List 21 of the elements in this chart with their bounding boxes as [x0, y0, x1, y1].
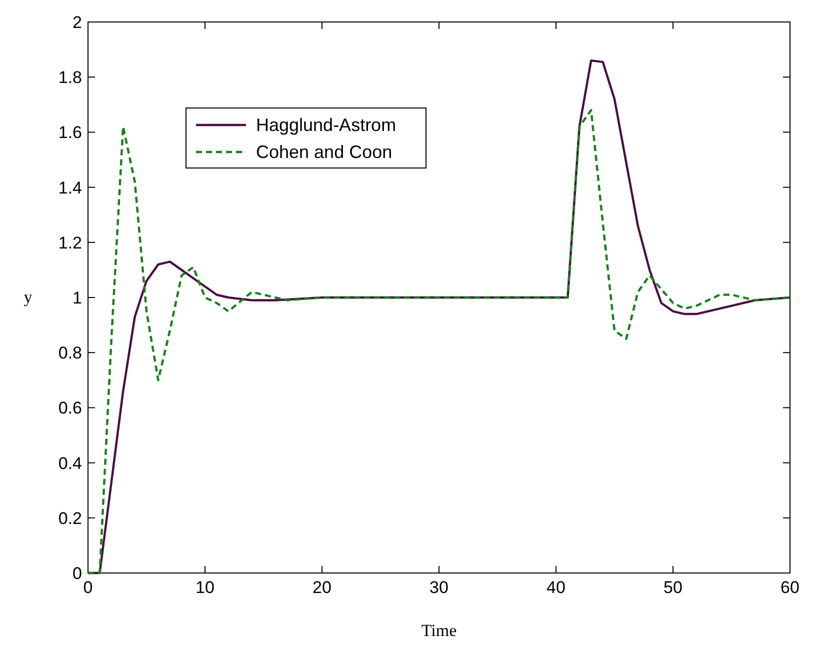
x-tick-label: 40 [546, 578, 566, 597]
x-tick-label: 30 [430, 578, 448, 597]
x-tick-label: 20 [312, 578, 332, 597]
y-tick-label: 1 [72, 288, 82, 308]
x-tick-label: 60 [780, 578, 800, 597]
legend-label: Hagglund-Astrom [256, 115, 396, 135]
y-tick-label: 0 [72, 564, 82, 583]
y-tick-label: 1.8 [58, 68, 82, 88]
y-tick-label: 1.4 [58, 178, 82, 198]
y-tick-label: 1.2 [58, 233, 82, 252]
y-tick-label: 2 [72, 13, 82, 32]
y-tick-label: 0.4 [58, 454, 82, 473]
x-tick-label: 10 [196, 578, 214, 597]
y-tick-label: 0.6 [58, 398, 82, 418]
y-tick-label: 1.6 [58, 123, 82, 142]
x-tick-label: 50 [664, 578, 682, 597]
y-tick-label: 0.2 [58, 508, 82, 528]
x-axis-title: Time [421, 621, 457, 640]
legend-label: Cohen and Coon [256, 142, 392, 162]
y-tick-label: 0.8 [58, 344, 82, 363]
y-axis-title: y [24, 288, 33, 306]
